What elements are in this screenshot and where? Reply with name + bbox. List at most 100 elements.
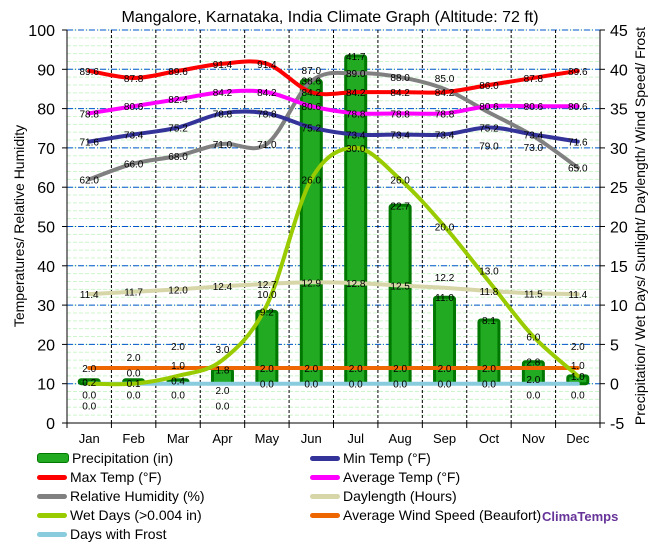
data-label: 26.0 — [390, 175, 410, 186]
x-tick-label: Feb — [122, 431, 144, 446]
right-tick-label: 15 — [610, 259, 628, 276]
legend-item: Min Temp (°F) — [310, 450, 431, 466]
data-label: 73.4 — [435, 131, 455, 142]
data-label: 2.0 — [127, 353, 141, 364]
legend-swatch — [310, 512, 340, 518]
data-label: 80.6 — [124, 102, 144, 113]
x-tick-label: Jul — [347, 431, 364, 446]
left-tick-label: 70 — [37, 141, 55, 158]
legend-item: Max Temp (°F) — [37, 469, 162, 485]
left-tick-label: 20 — [37, 337, 55, 354]
data-label: 73.4 — [346, 131, 366, 142]
data-label: 1.0 — [171, 361, 185, 372]
left-tick-label: 50 — [37, 220, 55, 237]
data-label: 68.0 — [168, 152, 188, 163]
legend-label: Min Temp (°F) — [343, 450, 431, 466]
data-label: 91.4 — [213, 60, 233, 71]
data-label: 62.0 — [79, 175, 99, 186]
right-tick-label: 10 — [610, 298, 628, 315]
data-label: 2.0 — [216, 386, 230, 397]
left-tick-label: 0 — [46, 416, 55, 433]
data-label: 11.4 — [80, 290, 99, 301]
left-tick-label: 40 — [37, 259, 55, 276]
legend-label: Daylength (Hours) — [343, 488, 457, 504]
legend-label: Average Temp (°F) — [343, 469, 461, 485]
data-label: 12.8 — [346, 279, 366, 290]
legend-swatch — [37, 453, 69, 463]
data-label: 12.7 — [257, 280, 277, 291]
left-tick-label: 60 — [37, 180, 55, 197]
data-label: 84.2 — [346, 88, 366, 99]
x-tick-label: Jan — [79, 431, 100, 446]
right-tick-label: 25 — [610, 180, 628, 197]
data-label: 8.1 — [482, 316, 496, 327]
data-label: 2.0 — [349, 364, 363, 375]
data-label: 89.6 — [79, 67, 99, 78]
data-label: 89.6 — [568, 67, 588, 78]
data-label: 1.0 — [571, 361, 585, 372]
data-label: 3.0 — [216, 345, 230, 356]
data-label: 82.4 — [168, 95, 188, 106]
data-label: 38.6 — [302, 76, 322, 87]
data-label: 41.7 — [346, 52, 366, 63]
data-label: 71.0 — [213, 140, 233, 151]
data-label: 26.0 — [302, 175, 322, 186]
data-label: 11.5 — [524, 289, 543, 300]
x-tick-label: Oct — [479, 431, 500, 446]
data-label: 12.5 — [390, 281, 410, 292]
data-label: 84.2 — [390, 88, 410, 99]
data-label: 13.0 — [479, 267, 499, 278]
legend-item: Precipitation (in) — [37, 450, 173, 466]
data-label: 0.0 — [216, 402, 230, 413]
y-axis-label-left: Temperatures/ Relative Humidity — [11, 125, 27, 327]
data-label: 65.0 — [568, 164, 588, 175]
data-label: 0.0 — [482, 380, 496, 391]
legend-item: Daylength (Hours) — [310, 488, 457, 504]
series-line-max-temp-f- — [87, 59, 580, 97]
brand-logo: ClimaTemps — [542, 509, 619, 524]
legend-label: Days with Frost — [70, 526, 167, 542]
legend-item: Days with Frost — [37, 526, 166, 542]
x-tick-label: May — [255, 431, 280, 446]
data-label: 91.4 — [257, 60, 277, 71]
data-label: 0.0 — [393, 380, 407, 391]
data-label: 12.4 — [213, 282, 233, 293]
data-label: 71.6 — [79, 138, 99, 149]
data-label: 80.6 — [524, 102, 544, 113]
data-label: 78.8 — [257, 109, 277, 120]
x-tick-label: Aug — [389, 431, 412, 446]
data-label: 75.2 — [168, 123, 188, 134]
data-label: 75.2 — [302, 123, 322, 134]
data-label: 0.1 — [127, 379, 141, 390]
data-label: 2.0 — [526, 375, 540, 386]
data-label: 0.0 — [82, 391, 96, 402]
precipitation-bar — [344, 54, 368, 386]
legend-item: Average Temp (°F) — [310, 469, 460, 485]
data-label: 0.0 — [127, 369, 141, 380]
data-label: 66.0 — [124, 160, 144, 171]
data-label: 9.2 — [260, 307, 274, 318]
data-label: 84.2 — [213, 88, 233, 99]
data-label: 0.0 — [304, 380, 318, 391]
legend-label: Precipitation (in) — [72, 450, 174, 466]
data-label: 87.8 — [124, 74, 144, 85]
x-tick-label: Jun — [301, 431, 322, 446]
data-label: 0.0 — [171, 391, 185, 402]
left-tick-label: 30 — [37, 298, 55, 315]
left-tick-label: 80 — [37, 102, 55, 119]
data-label: 75.2 — [479, 123, 499, 134]
data-label: 78.8 — [213, 109, 233, 120]
legend-swatch — [37, 493, 67, 499]
data-label: 2.0 — [571, 342, 585, 353]
data-label: 0.0 — [438, 380, 452, 391]
series-line-daylength-hours- — [87, 280, 580, 297]
data-label: 11.0 — [435, 293, 454, 304]
data-label: 87.8 — [524, 74, 544, 85]
data-label: 0.0 — [526, 391, 540, 402]
data-label: 71.0 — [257, 140, 277, 151]
data-label: 78.8 — [435, 109, 455, 120]
data-label: 89.6 — [168, 67, 188, 78]
y-axis-label-right: Precipitation/ Wet Days/ Sunlight/ Dayle… — [632, 27, 648, 425]
right-tick-label: 45 — [610, 23, 628, 40]
data-label: 89.0 — [346, 69, 366, 80]
